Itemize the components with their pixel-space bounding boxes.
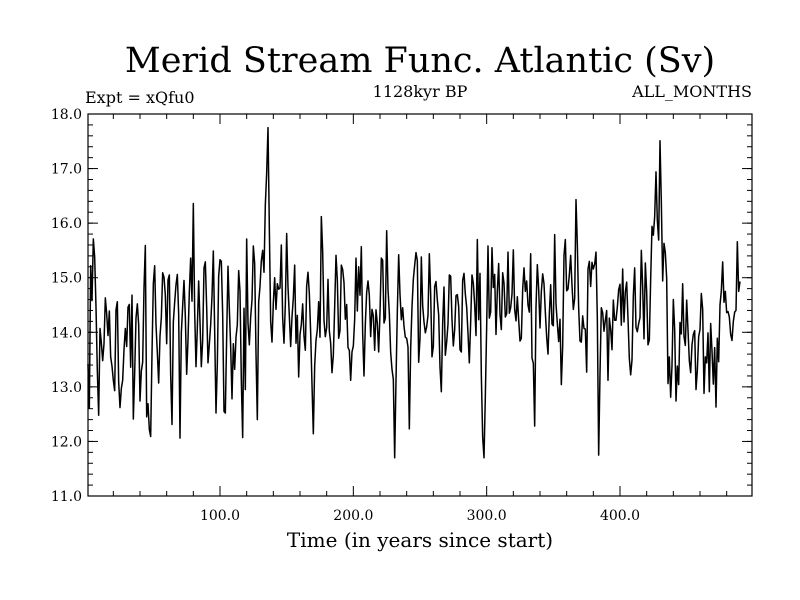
- y-tick-label: 15.0: [51, 271, 82, 287]
- x-tick-label: 100.0: [200, 508, 240, 524]
- y-tick-label: 12.0: [51, 434, 82, 450]
- y-axis: 11.0 12.0 13.0 14.0 15.0 16.0 17.0 18.0: [51, 107, 752, 505]
- experiment-label: Expt = xQfu0: [85, 88, 195, 107]
- plot-area: [87, 113, 753, 497]
- y-tick-label: 17.0: [51, 162, 82, 178]
- x-axis: 100.0 200.0 300.0 400.0: [112, 114, 728, 524]
- x-tick-label: 400.0: [600, 508, 640, 524]
- y-tick-label: 11.0: [51, 489, 82, 505]
- series-line: [87, 126, 741, 459]
- months-label: ALL_MONTHS: [631, 82, 752, 101]
- y-tick-label: 14.0: [51, 325, 82, 341]
- y-tick-label: 13.0: [51, 380, 82, 396]
- chart-title: Merid Stream Func. Atlantic (Sv): [125, 41, 715, 81]
- x-tick-label: 200.0: [333, 508, 373, 524]
- x-tick-label: 300.0: [467, 508, 507, 524]
- y-tick-label: 16.0: [51, 216, 82, 232]
- chart-subtitle: 1128kyr BP: [373, 82, 468, 101]
- plot-frame: [87, 113, 753, 497]
- y-tick-label: 18.0: [51, 107, 82, 123]
- x-axis-label: Time (in years since start): [287, 528, 553, 552]
